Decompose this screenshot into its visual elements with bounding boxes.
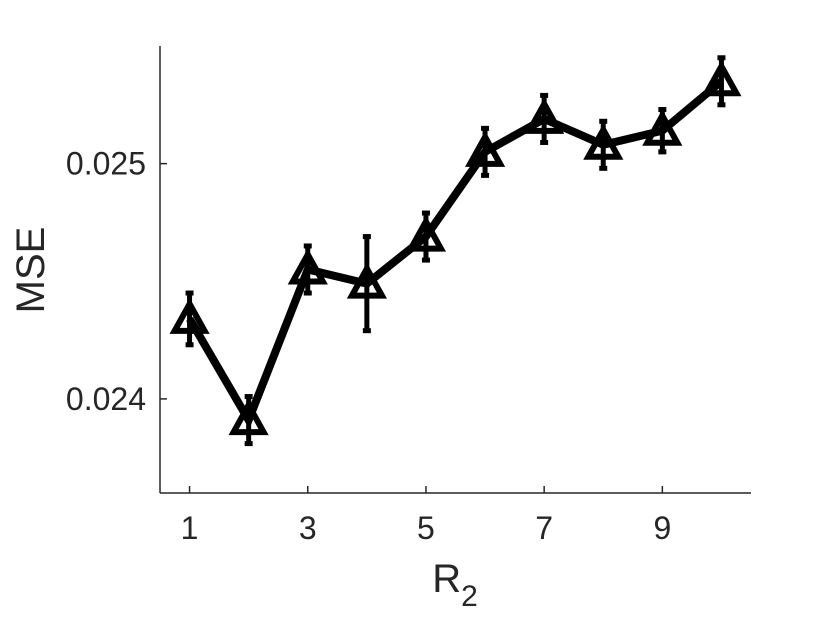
- triangle-marker: [701, 60, 742, 97]
- x-tick-label: 9: [653, 510, 671, 546]
- triangle-marker: [524, 97, 565, 134]
- tick-labels: 1 3 5 7 9 0.024 0.025: [66, 146, 671, 546]
- triangle-marker: [346, 262, 387, 299]
- axes: [159, 46, 751, 494]
- x-tick-label: 7: [535, 510, 553, 546]
- triangle-marker: [287, 248, 328, 285]
- x-axis-label-main: R: [432, 557, 461, 601]
- triangle-marker: [642, 109, 683, 146]
- triangle-marker: [228, 398, 269, 436]
- x-axis-label: R2: [432, 557, 478, 613]
- x-axis-label-subscript: 2: [461, 580, 478, 613]
- y-axis-label: MSE: [9, 227, 53, 314]
- markers: [169, 60, 742, 436]
- series-line: [186, 78, 724, 430]
- x-tick-label: 3: [299, 510, 317, 546]
- tick-marks: [160, 162, 664, 493]
- x-tick-label: 1: [181, 510, 199, 546]
- y-tick-label: 0.025: [66, 146, 146, 182]
- error-bars: [185, 55, 726, 447]
- triangle-marker: [465, 130, 506, 167]
- y-tick-label: 0.024: [66, 381, 146, 417]
- triangle-marker: [405, 215, 446, 252]
- triangle-marker: [169, 297, 210, 334]
- triangle-marker: [583, 123, 624, 160]
- x-tick-label: 5: [417, 510, 435, 546]
